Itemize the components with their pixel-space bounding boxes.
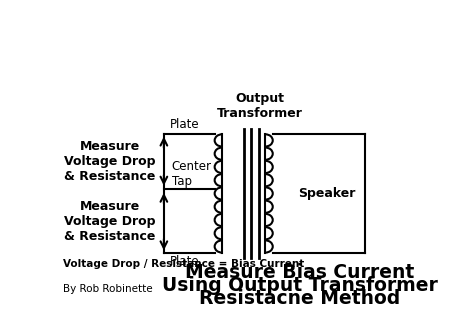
Text: Voltage Drop / Resistance = Bias Current: Voltage Drop / Resistance = Bias Current <box>63 259 304 269</box>
Text: Plate: Plate <box>170 255 200 269</box>
Text: Resistacne Method: Resistacne Method <box>199 289 400 308</box>
Text: Center
Tap: Center Tap <box>172 160 211 188</box>
Text: Measure
Voltage Drop
& Resistance: Measure Voltage Drop & Resistance <box>64 140 155 183</box>
Text: Measure Bias Current: Measure Bias Current <box>185 263 414 282</box>
Text: Using Output Transformer: Using Output Transformer <box>162 276 438 295</box>
Text: Measure
Voltage Drop
& Resistance: Measure Voltage Drop & Resistance <box>64 200 155 243</box>
Text: Plate: Plate <box>170 119 200 131</box>
Text: Speaker: Speaker <box>298 187 356 200</box>
Text: By Rob Robinette: By Rob Robinette <box>63 284 153 294</box>
Text: Output
Transformer: Output Transformer <box>217 92 303 120</box>
